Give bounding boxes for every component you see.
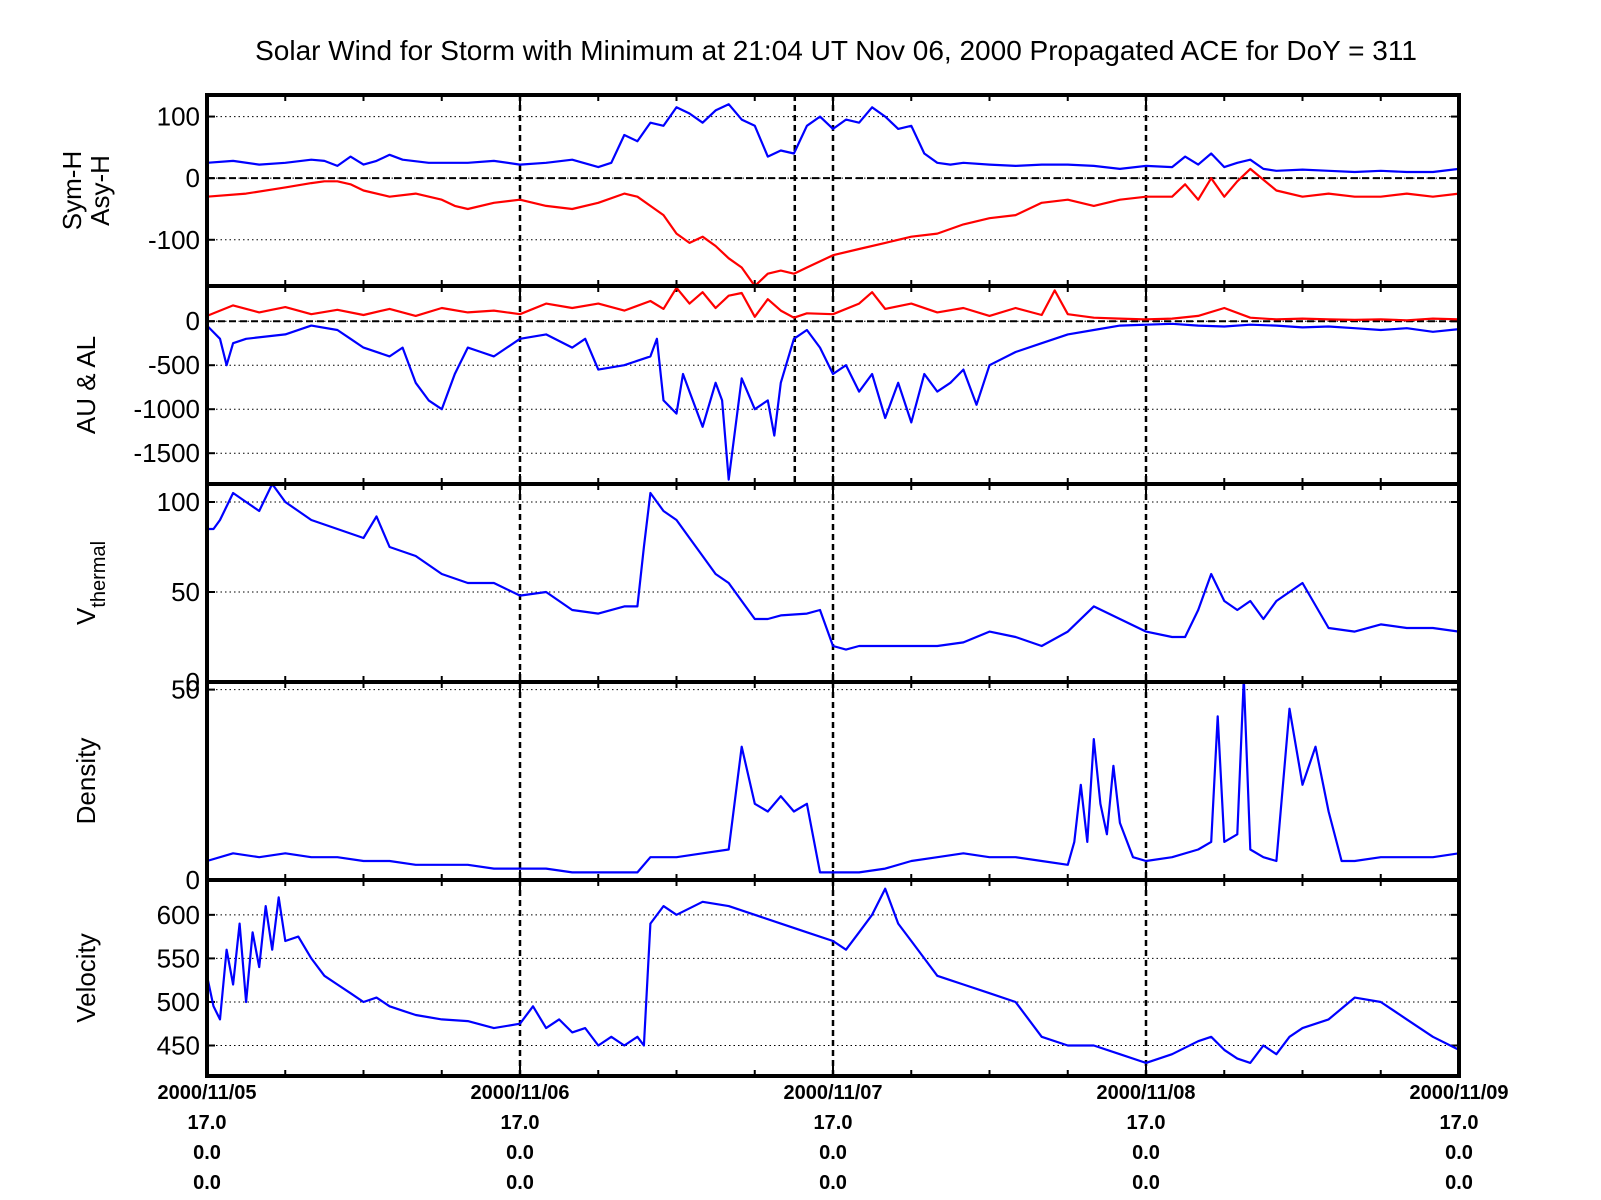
y-tick-label: 0 bbox=[186, 163, 200, 193]
y-axis-label: Velocity bbox=[71, 933, 101, 1023]
x-tick-label: 0.0 bbox=[1132, 1172, 1160, 1194]
panel-frame bbox=[205, 680, 1461, 882]
x-tick-label: 0.0 bbox=[506, 1142, 534, 1164]
panel-frame bbox=[205, 878, 1461, 1078]
x-tick-label: 17.0 bbox=[1127, 1112, 1166, 1134]
y-tick-label: 50 bbox=[171, 577, 200, 607]
series-line-2 bbox=[207, 322, 1459, 481]
y-tick-label: 0 bbox=[186, 306, 200, 336]
x-tick-label: 17.0 bbox=[814, 1112, 853, 1134]
chart-title: Solar Wind for Storm with Minimum at 21:… bbox=[255, 35, 1417, 66]
x-axis-tick-labels: 2000/11/05 17.0 0.0 0.0 2000/11/06 17.0 0.0 0.0… bbox=[158, 1082, 1509, 1194]
series-line-1 bbox=[207, 484, 1459, 651]
y-axis-label-main: V bbox=[71, 607, 101, 625]
x-tick-label: 0.0 bbox=[193, 1142, 221, 1164]
panel-frame bbox=[205, 482, 1461, 684]
series-line-1 bbox=[207, 103, 1459, 174]
y-tick-label: 550 bbox=[157, 943, 200, 973]
x-tick-label: 0.0 bbox=[193, 1172, 221, 1194]
y-tick-label: 50 bbox=[171, 675, 200, 705]
series-line-1 bbox=[207, 887, 1459, 1065]
chart-panel-4: 50 0 Density bbox=[71, 675, 1461, 895]
x-tick-label: 0.0 bbox=[819, 1142, 847, 1164]
y-axis-label: Density bbox=[71, 738, 101, 825]
y-tick-label: -1000 bbox=[134, 394, 201, 424]
x-tick-label: 0.0 bbox=[506, 1172, 534, 1194]
x-tick-label: 2000/11/08 bbox=[1097, 1082, 1196, 1104]
y-tick-label: 100 bbox=[157, 102, 200, 132]
x-tick-label: 2000/11/06 bbox=[471, 1082, 570, 1104]
x-tick-label: 17.0 bbox=[1440, 1112, 1479, 1134]
y-tick-label: -100 bbox=[148, 225, 200, 255]
x-tick-label: 0.0 bbox=[1445, 1172, 1473, 1194]
y-tick-label: 500 bbox=[157, 987, 200, 1017]
x-tick-label: 17.0 bbox=[188, 1112, 227, 1134]
x-tick-label: 0.0 bbox=[819, 1172, 847, 1194]
series-line-2 bbox=[207, 167, 1459, 286]
chart-panel-5: 600 550 500 450 Velocity bbox=[71, 878, 1461, 1078]
y-tick-label: 0 bbox=[186, 667, 200, 697]
series-line-1 bbox=[207, 682, 1459, 874]
y-axis-label: AU & AL bbox=[71, 336, 101, 434]
y-tick-label: 600 bbox=[157, 900, 200, 930]
panel-frame bbox=[205, 284, 1461, 486]
y-tick-label: -500 bbox=[148, 350, 200, 380]
y-tick-label: -1500 bbox=[134, 438, 201, 468]
y-axis-label: Sym-HAsy-H bbox=[57, 151, 115, 230]
series-line-1 bbox=[207, 286, 1459, 322]
y-tick-label: 100 bbox=[157, 487, 200, 517]
x-tick-label: 2000/11/07 bbox=[784, 1082, 883, 1104]
x-tick-label: 2000/11/09 bbox=[1410, 1082, 1509, 1104]
chart-panel-3: 100 50 0 Vthermal bbox=[71, 482, 1461, 697]
x-tick-label: 0.0 bbox=[1132, 1142, 1160, 1164]
y-axis-label-subscript: thermal bbox=[88, 541, 110, 608]
chart-panel-2: 0 -500 -1000 -1500 AU & AL bbox=[71, 284, 1461, 486]
x-tick-label: 0.0 bbox=[1445, 1142, 1473, 1164]
chart-panel-1: 100 0 -100 Sym-HAsy-H bbox=[57, 93, 1461, 288]
y-tick-label: 0 bbox=[186, 865, 200, 895]
y-axis-label: Vthermal bbox=[71, 541, 110, 625]
y-tick-label: 450 bbox=[157, 1031, 200, 1061]
x-tick-label: 2000/11/05 bbox=[158, 1082, 257, 1104]
y-axis-label-line-2: Asy-H bbox=[85, 155, 115, 226]
x-tick-label: 17.0 bbox=[501, 1112, 540, 1134]
y-axis-label-line-1: Sym-H bbox=[57, 151, 87, 230]
